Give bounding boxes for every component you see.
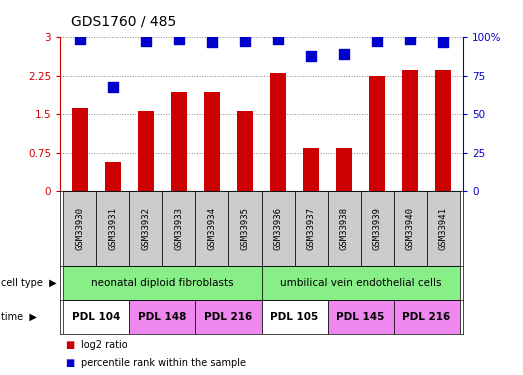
Bar bbox=[270, 74, 286, 191]
Text: ■: ■ bbox=[65, 340, 75, 350]
Text: GSM33940: GSM33940 bbox=[405, 207, 415, 250]
Bar bbox=[170, 92, 187, 191]
Text: GSM33941: GSM33941 bbox=[439, 207, 448, 250]
Bar bbox=[360, 191, 393, 266]
Bar bbox=[294, 191, 327, 266]
Text: time  ▶: time ▶ bbox=[1, 312, 37, 322]
Bar bbox=[303, 148, 319, 191]
Bar bbox=[196, 300, 262, 334]
Text: GSM33939: GSM33939 bbox=[372, 207, 382, 250]
Text: GDS1760 / 485: GDS1760 / 485 bbox=[71, 14, 176, 28]
Point bbox=[340, 51, 348, 57]
Point bbox=[241, 38, 249, 44]
Point bbox=[373, 38, 381, 44]
Bar bbox=[196, 191, 229, 266]
Bar bbox=[130, 300, 196, 334]
Bar bbox=[435, 70, 451, 191]
Point bbox=[109, 84, 117, 90]
Text: neonatal diploid fibroblasts: neonatal diploid fibroblasts bbox=[91, 278, 234, 288]
Bar bbox=[72, 108, 88, 191]
Text: umbilical vein endothelial cells: umbilical vein endothelial cells bbox=[280, 278, 441, 288]
Bar bbox=[262, 191, 294, 266]
Text: GSM33934: GSM33934 bbox=[208, 207, 217, 250]
Text: GSM33935: GSM33935 bbox=[241, 207, 249, 250]
Bar bbox=[138, 111, 154, 191]
Text: percentile rank within the sample: percentile rank within the sample bbox=[81, 358, 246, 369]
Bar bbox=[393, 300, 460, 334]
Bar bbox=[130, 191, 163, 266]
Bar bbox=[402, 70, 418, 191]
Bar bbox=[63, 300, 130, 334]
Text: PDL 216: PDL 216 bbox=[204, 312, 253, 322]
Point bbox=[439, 39, 447, 45]
Text: GSM33930: GSM33930 bbox=[75, 207, 84, 250]
Text: log2 ratio: log2 ratio bbox=[81, 340, 128, 350]
Text: PDL 216: PDL 216 bbox=[402, 312, 451, 322]
Bar bbox=[105, 162, 121, 191]
Text: GSM33931: GSM33931 bbox=[108, 207, 118, 250]
Bar bbox=[63, 266, 262, 300]
Bar bbox=[327, 191, 360, 266]
Bar bbox=[427, 191, 460, 266]
Text: GSM33938: GSM33938 bbox=[339, 207, 348, 250]
Bar bbox=[96, 191, 130, 266]
Point bbox=[307, 53, 315, 59]
Bar bbox=[393, 191, 427, 266]
Bar bbox=[163, 191, 196, 266]
Text: PDL 105: PDL 105 bbox=[270, 312, 319, 322]
Point bbox=[142, 38, 150, 44]
Point bbox=[175, 36, 183, 42]
Text: GSM33937: GSM33937 bbox=[306, 207, 315, 250]
Text: GSM33933: GSM33933 bbox=[175, 207, 184, 250]
Point bbox=[274, 36, 282, 42]
Point bbox=[208, 39, 216, 45]
Text: PDL 145: PDL 145 bbox=[336, 312, 385, 322]
Text: cell type  ▶: cell type ▶ bbox=[1, 278, 56, 288]
Text: PDL 148: PDL 148 bbox=[138, 312, 187, 322]
Bar bbox=[229, 191, 262, 266]
Bar bbox=[262, 266, 460, 300]
Point bbox=[406, 36, 414, 42]
Bar bbox=[262, 300, 327, 334]
Point bbox=[76, 36, 84, 42]
Text: PDL 104: PDL 104 bbox=[72, 312, 121, 322]
Text: GSM33932: GSM33932 bbox=[141, 207, 151, 250]
Bar bbox=[63, 191, 96, 266]
Text: ■: ■ bbox=[65, 358, 75, 369]
Bar bbox=[336, 148, 353, 191]
Bar bbox=[327, 300, 393, 334]
Text: GSM33936: GSM33936 bbox=[274, 207, 282, 250]
Bar bbox=[369, 76, 385, 191]
Bar bbox=[204, 92, 220, 191]
Bar bbox=[237, 111, 253, 191]
